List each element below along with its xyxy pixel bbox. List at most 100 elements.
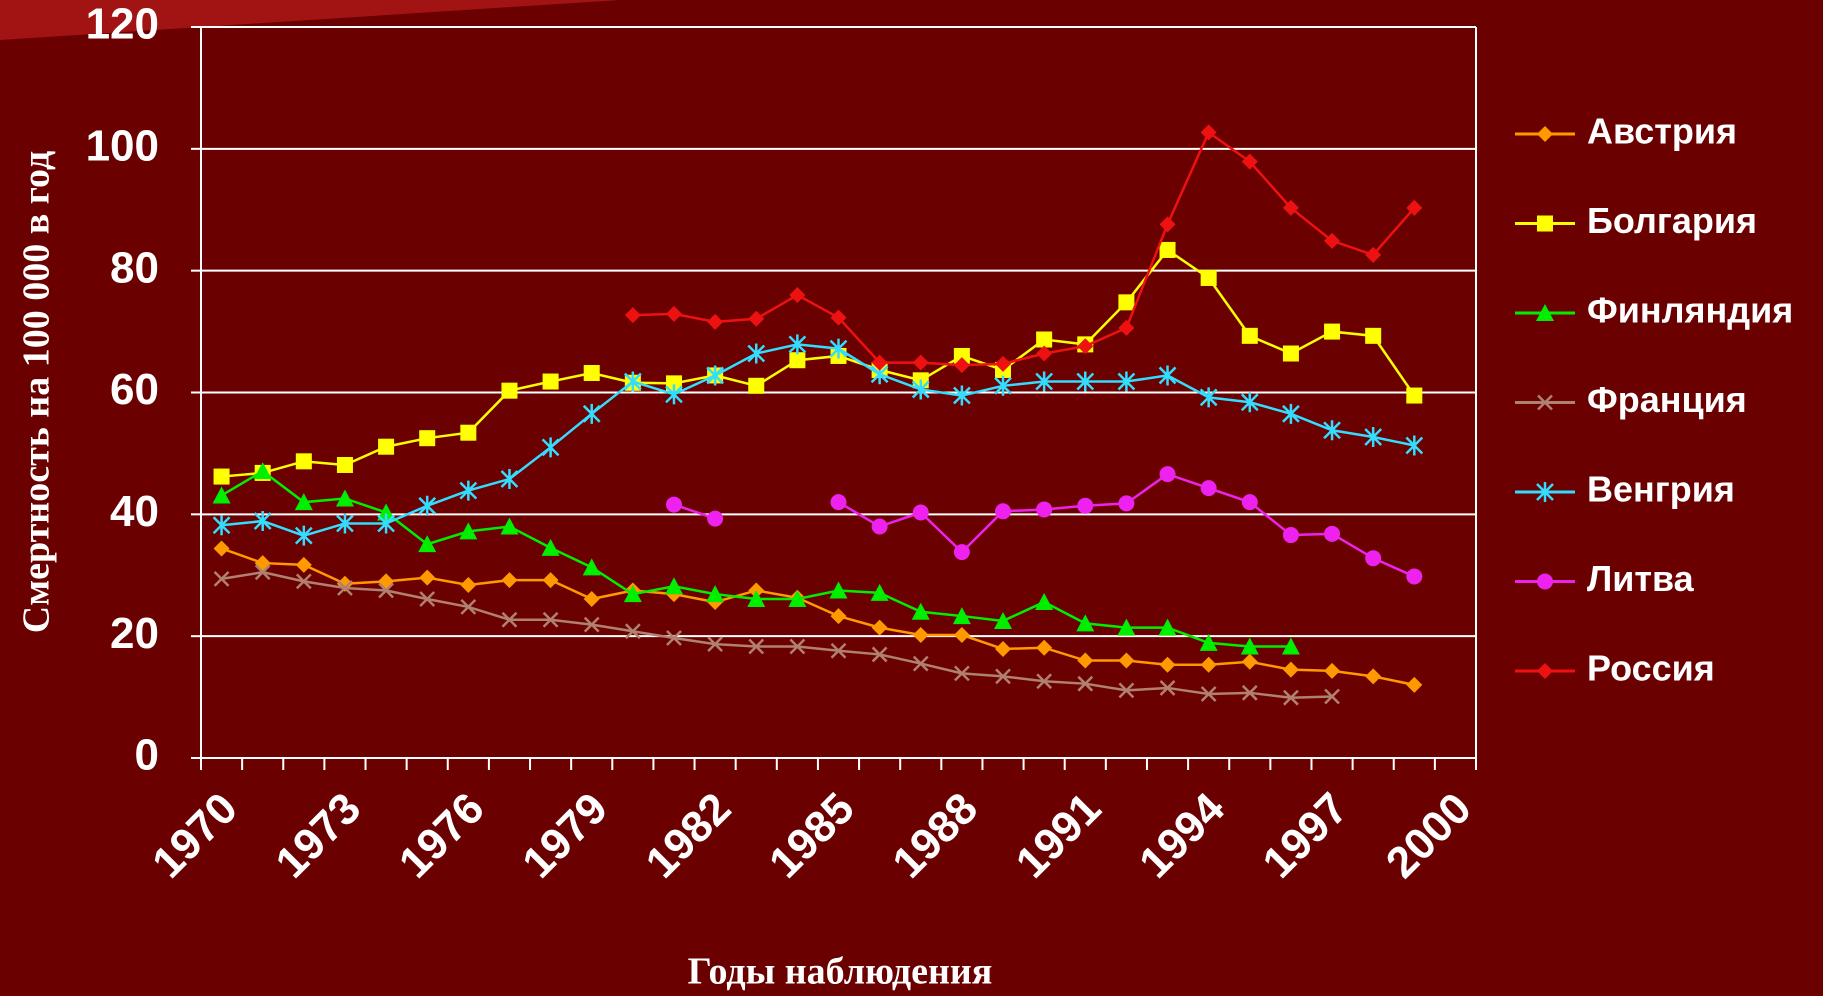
marker-shape	[253, 462, 272, 480]
marker-shape	[1076, 371, 1095, 392]
marker	[418, 535, 437, 553]
marker	[336, 513, 354, 534]
marker	[995, 355, 1012, 372]
marker	[295, 573, 312, 590]
marker-shape	[664, 577, 683, 595]
marker	[294, 525, 313, 546]
marker	[295, 556, 312, 573]
marker	[1324, 232, 1341, 249]
marker	[1036, 345, 1053, 362]
marker	[748, 638, 765, 655]
marker	[583, 616, 600, 633]
marker	[212, 486, 231, 504]
marker-shape	[788, 334, 807, 355]
marker-shape	[1159, 656, 1176, 673]
marker	[995, 503, 1012, 520]
marker-shape	[1282, 661, 1299, 678]
marker-shape	[665, 375, 682, 392]
marker-shape	[1406, 387, 1423, 404]
legend-label: Франция	[1587, 379, 1747, 420]
marker	[336, 456, 353, 473]
marker-shape	[994, 375, 1012, 396]
marker	[1323, 420, 1341, 441]
marker-shape	[830, 309, 847, 326]
marker-shape	[1537, 394, 1553, 411]
marker	[1118, 294, 1135, 311]
marker-shape	[706, 365, 724, 386]
marker	[1159, 466, 1176, 483]
marker	[1077, 497, 1094, 514]
marker-shape	[294, 525, 313, 546]
marker-shape	[418, 495, 437, 516]
marker	[1241, 153, 1258, 170]
marker-shape	[1158, 618, 1177, 636]
marker	[212, 515, 231, 536]
marker-shape	[501, 382, 518, 399]
marker	[1406, 676, 1423, 693]
marker-shape	[1283, 689, 1299, 706]
marker	[418, 495, 437, 516]
marker-shape	[1365, 327, 1382, 344]
marker-shape	[1036, 673, 1053, 690]
marker	[952, 607, 971, 625]
marker	[706, 585, 725, 603]
marker-shape	[542, 611, 559, 628]
marker-shape	[1241, 653, 1258, 670]
marker-shape	[419, 569, 436, 586]
marker-shape	[706, 585, 725, 603]
marker	[419, 569, 436, 586]
marker	[1200, 656, 1217, 673]
marker-shape	[952, 607, 971, 625]
marker	[460, 576, 477, 593]
series-line	[632, 130, 1416, 367]
marker-shape	[748, 377, 765, 394]
marker-shape	[582, 403, 601, 424]
marker	[541, 538, 560, 556]
marker	[1324, 688, 1340, 705]
marker	[912, 354, 929, 371]
marker-shape	[1117, 371, 1136, 392]
marker	[295, 453, 312, 470]
marker	[912, 626, 929, 643]
marker-shape	[789, 638, 806, 655]
marker-shape	[460, 576, 477, 593]
marker	[419, 430, 436, 447]
marker	[747, 590, 766, 608]
marker-shape	[1077, 675, 1094, 692]
legend-marker	[1537, 573, 1553, 590]
marker-shape	[666, 630, 682, 646]
marker-shape	[1241, 153, 1258, 170]
marker	[542, 611, 559, 628]
marker-shape	[500, 517, 519, 535]
marker	[747, 343, 766, 364]
marker	[1158, 365, 1177, 386]
marker-shape	[1118, 495, 1135, 512]
marker	[707, 313, 724, 330]
marker	[1281, 637, 1300, 655]
marker-shape	[1282, 199, 1299, 216]
marker-shape	[336, 456, 353, 473]
marker-shape	[337, 580, 353, 596]
marker-shape	[1324, 688, 1340, 705]
marker-shape	[418, 535, 437, 553]
marker	[624, 307, 641, 324]
marker	[1282, 403, 1300, 424]
marker	[788, 334, 807, 355]
marker-shape	[1365, 668, 1382, 685]
marker	[335, 489, 354, 507]
marker-shape	[1199, 387, 1218, 408]
decoration	[0, 0, 620, 40]
marker-shape	[1365, 246, 1382, 263]
marker	[1158, 618, 1177, 636]
marker-shape	[1158, 365, 1177, 386]
marker	[1240, 392, 1259, 413]
legend-label: Австрия	[1587, 111, 1737, 152]
marker	[1324, 525, 1341, 542]
marker-shape	[665, 305, 682, 322]
marker-shape	[213, 571, 230, 587]
marker-shape	[871, 619, 888, 636]
marker-shape	[294, 493, 313, 511]
marker-shape	[1200, 656, 1217, 673]
marker	[789, 638, 806, 655]
marker	[1241, 327, 1258, 344]
